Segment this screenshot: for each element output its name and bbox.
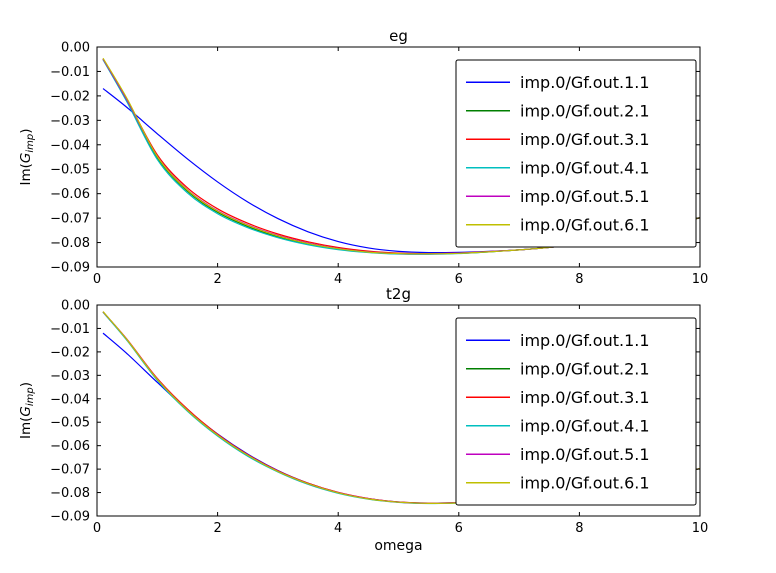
y-tick-label: −0.02 (50, 89, 90, 104)
legend-entry: imp.0/Gf.out.1.1 (466, 73, 650, 92)
y-tick-label: −0.07 (50, 212, 90, 227)
x-tick-label: 8 (575, 272, 583, 287)
legend-label: imp.0/Gf.out.1.1 (520, 331, 650, 350)
y-tick-label: −0.05 (50, 416, 90, 431)
x-axis-label: omega (374, 538, 422, 554)
subplot-t2g: 0 2 4 6 8 10 0.00 −0.01 −0.02 −0.03 −0.04 −0.05 −0.0… (18, 285, 708, 554)
y-tick-label: 0.00 (61, 41, 90, 56)
legend-label: imp.0/Gf.out.2.1 (520, 101, 650, 120)
axes-frame (96, 46, 701, 268)
y-axis-label: Im(Gimp) (18, 128, 36, 185)
legend-entry: imp.0/Gf.out.4.1 (466, 158, 650, 177)
legend-label: imp.0/Gf.out.5.1 (520, 187, 650, 206)
x-tick-label: 10 (692, 521, 709, 536)
legend-entry: imp.0/Gf.out.6.1 (466, 473, 650, 492)
legend-entry: imp.0/Gf.out.6.1 (466, 215, 650, 234)
x-tick-label: 0 (93, 521, 101, 536)
legend-label: imp.0/Gf.out.5.1 (520, 445, 650, 464)
x-tick-label: 4 (334, 272, 342, 287)
legend-entry: imp.0/Gf.out.2.1 (466, 101, 650, 120)
y-tick-label: −0.06 (50, 187, 90, 202)
x-tick-label: 0 (93, 272, 101, 287)
legend-box (455, 317, 697, 506)
y-tick-label: −0.03 (50, 114, 90, 129)
y-tick-label: −0.03 (50, 369, 90, 384)
y-axis-label: Im(Gimp) (18, 382, 36, 439)
subplot-title: t2g (386, 285, 411, 303)
legend-entry: imp.0/Gf.out.4.1 (466, 416, 650, 435)
legend-entry: imp.0/Gf.out.3.1 (466, 388, 650, 407)
x-tick-label: 4 (334, 521, 342, 536)
y-tick-label: −0.01 (50, 322, 90, 337)
legend-entry: imp.0/Gf.out.3.1 (466, 130, 650, 149)
legend-label: imp.0/Gf.out.6.1 (520, 215, 650, 234)
legend-label: imp.0/Gf.out.4.1 (520, 416, 650, 435)
legend-entry: imp.0/Gf.out.2.1 (466, 359, 650, 378)
subplot-eg: 0 2 4 6 8 10 0.00 −0.01 −0.02 −0.03 −0.04 −0.05 −0.0… (18, 27, 708, 287)
legend-entry: imp.0/Gf.out.5.1 (466, 187, 650, 206)
y-tick-label: −0.09 (50, 510, 90, 525)
x-tick-label: 2 (213, 272, 221, 287)
legend-entry: imp.0/Gf.out.1.1 (466, 331, 650, 350)
legend-label: imp.0/Gf.out.3.1 (520, 130, 650, 149)
axes-frame (96, 304, 701, 517)
x-tick-label: 6 (455, 272, 463, 287)
legend: imp.0/Gf.out.1.1 imp.0/Gf.out.2.1 imp.0/Gf… (455, 317, 697, 506)
legend-label: imp.0/Gf.out.2.1 (520, 359, 650, 378)
legend-box (455, 59, 697, 248)
x-tick-label: 8 (575, 521, 583, 536)
legend-label: imp.0/Gf.out.3.1 (520, 388, 650, 407)
subplot-title: eg (389, 27, 408, 45)
y-tick-label: −0.04 (50, 392, 90, 407)
y-tick-label: −0.08 (50, 486, 90, 501)
y-tick-label: −0.08 (50, 236, 90, 251)
y-tick-label: −0.04 (50, 138, 90, 153)
legend-label: imp.0/Gf.out.6.1 (520, 473, 650, 492)
legend-label: imp.0/Gf.out.1.1 (520, 73, 650, 92)
y-tick-label: −0.07 (50, 463, 90, 478)
y-tick-label: −0.06 (50, 439, 90, 454)
legend: imp.0/Gf.out.1.1 imp.0/Gf.out.2.1 imp.0/Gf… (455, 59, 697, 248)
x-tick-label: 6 (455, 521, 463, 536)
legend-label: imp.0/Gf.out.4.1 (520, 158, 650, 177)
y-tick-label: 0.00 (61, 299, 90, 314)
y-tick-label: −0.02 (50, 345, 90, 360)
x-tick-label: 10 (692, 272, 709, 287)
y-tick-label: −0.01 (50, 65, 90, 80)
legend-entry: imp.0/Gf.out.5.1 (466, 445, 650, 464)
y-tick-label: −0.09 (50, 261, 90, 276)
y-tick-label: −0.05 (50, 163, 90, 178)
x-tick-label: 2 (213, 521, 221, 536)
